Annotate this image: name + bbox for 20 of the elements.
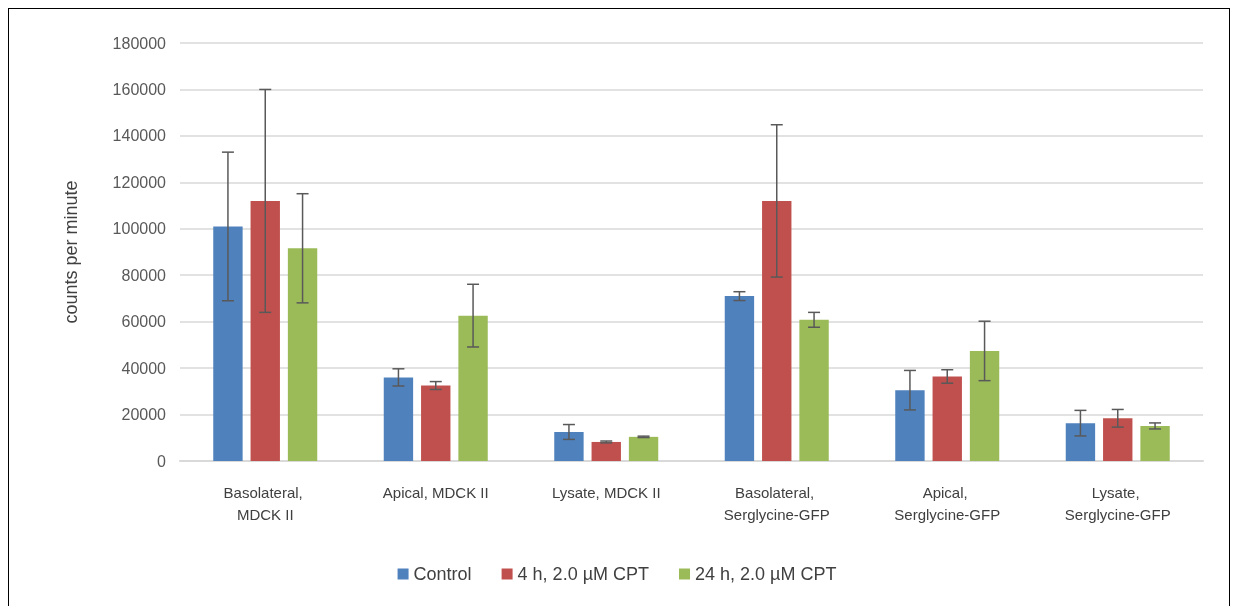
y-tick-label: 0 <box>157 452 167 470</box>
y-axis-title: counts per minute <box>61 180 81 324</box>
x-tick-label: Lysate, Serglycine-GFP <box>1064 483 1171 523</box>
legend-label: Control <box>413 564 472 584</box>
legend-label: 4 h, 2.0 µM CPT <box>517 564 650 584</box>
x-tick-label: Basolateral, Serglycine-GFP <box>723 483 830 523</box>
legend-label: 24 h, 2.0 µM CPT <box>695 564 837 584</box>
y-tick-label: 20000 <box>121 406 167 424</box>
x-tick-label: Apical, Serglycine-GFP <box>894 483 1001 523</box>
y-tick-label: 80000 <box>121 266 167 284</box>
y-tick-label: 160000 <box>112 80 167 98</box>
y-tick-label: 100000 <box>112 220 167 238</box>
y-tick-label: 120000 <box>112 173 167 191</box>
y-tick-label: 140000 <box>112 127 167 145</box>
y-tick-label: 180000 <box>112 34 167 52</box>
x-tick-label: Basolateral, MDCK II <box>223 483 307 523</box>
y-tick-label: 40000 <box>121 359 167 377</box>
x-tick-label: Lysate, MDCK II <box>551 483 661 501</box>
x-tick-label: Apical, MDCK II <box>382 483 489 501</box>
y-tick-label: 60000 <box>121 313 167 331</box>
